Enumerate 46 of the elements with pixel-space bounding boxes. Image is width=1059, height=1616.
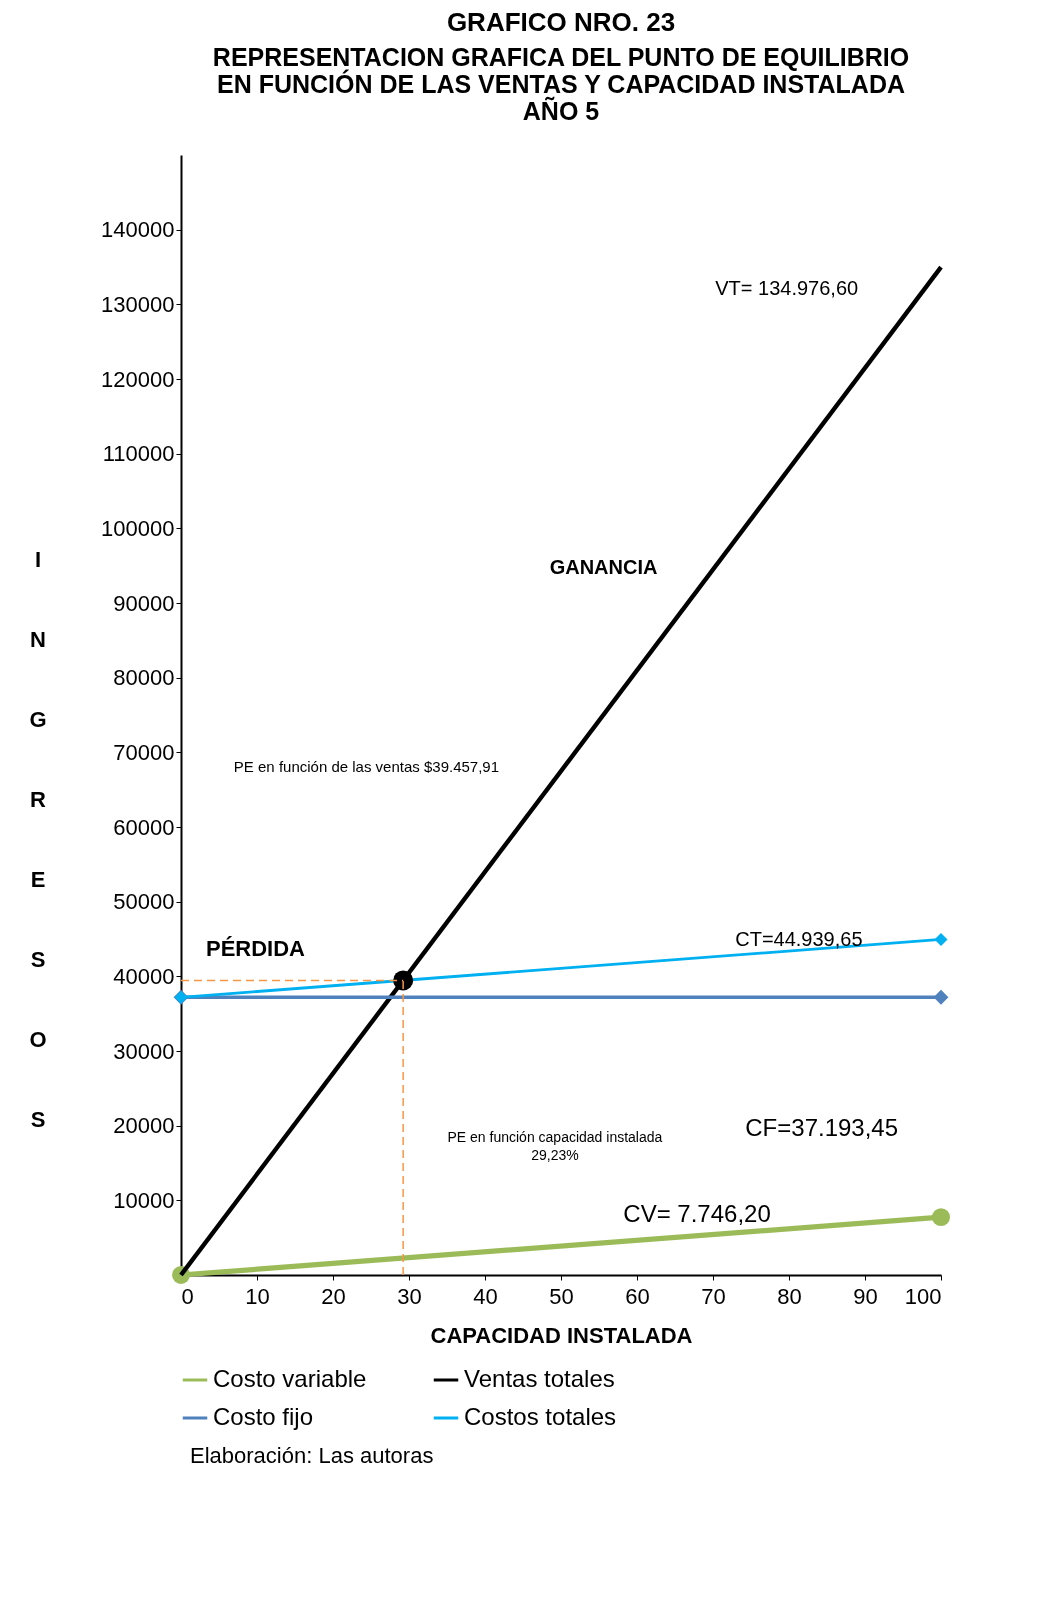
point xyxy=(932,1208,950,1227)
annotation: CF=37.193,45 xyxy=(745,1113,899,1141)
text: INGRESOS xyxy=(29,547,47,1132)
x-tick-label: 0 xyxy=(181,1283,194,1309)
legend-label: Costos totales xyxy=(464,1403,617,1430)
x-tick-label: 20 xyxy=(321,1283,346,1309)
chart-subtitle: REPRESENTACION GRAFICA DEL PUNTO DE EQUILIBRIO EN FUNCIÓN DE LAS VENTAS Y CAPACIDAD INSTALADA AÑO 5 xyxy=(212,43,910,125)
x-tick-label: 40 xyxy=(473,1283,498,1309)
y-tick-label: 60000 xyxy=(113,814,175,840)
y-tick-label: 80000 xyxy=(113,665,175,691)
x-tick-label: 50 xyxy=(549,1283,574,1309)
x-tick-label: 70 xyxy=(701,1283,726,1309)
annotation: PE en función capacidad instalada 29,23% xyxy=(447,1128,663,1163)
y-tick-label: 120000 xyxy=(101,366,175,392)
x-tick-label: 60 xyxy=(625,1283,650,1309)
point xyxy=(393,970,414,991)
annotation: CV= 7.746,20 xyxy=(623,1200,771,1228)
y-tick-label: 40000 xyxy=(113,963,175,989)
legend-label: Costo fijo xyxy=(213,1403,314,1430)
point xyxy=(933,989,949,1005)
point xyxy=(934,932,948,946)
y-tick-label: 110000 xyxy=(102,441,175,467)
legend-label: Costo variable xyxy=(213,1365,367,1392)
x-tick-label: 10 xyxy=(245,1283,270,1309)
x-tick-label: 100 xyxy=(904,1283,942,1309)
y-tick-label: 140000 xyxy=(101,217,175,243)
y-tick-label: 20000 xyxy=(113,1113,175,1139)
x-tick-label: 80 xyxy=(777,1283,802,1309)
chart-title: GRAFICO NRO. 23 xyxy=(446,7,676,37)
x-tick-label: 30 xyxy=(397,1283,422,1309)
y-tick-label: 70000 xyxy=(113,739,175,765)
y-tick-label: 130000 xyxy=(101,291,175,317)
text: Elaboración: Las autoras xyxy=(190,1443,435,1469)
annotation: GANANCIA xyxy=(549,555,658,578)
x-axis-title: CAPACIDAD INSTALADA xyxy=(430,1322,693,1348)
legend-label: Ventas totales xyxy=(464,1365,615,1392)
y-tick-label: 90000 xyxy=(113,590,175,616)
annotation: PE en función de las ventas $39.457,91 xyxy=(233,758,500,776)
annotation: VT= 134.976,60 xyxy=(715,277,859,300)
y-tick-label: 100000 xyxy=(101,515,175,541)
y-tick-label: 10000 xyxy=(113,1187,175,1213)
annotation: PÉRDIDA xyxy=(205,936,306,962)
y-tick-label: 50000 xyxy=(113,889,175,915)
y-tick-label: 30000 xyxy=(113,1038,175,1064)
x-tick-label: 90 xyxy=(853,1283,878,1309)
annotation: CT=44.939,65 xyxy=(735,927,863,950)
